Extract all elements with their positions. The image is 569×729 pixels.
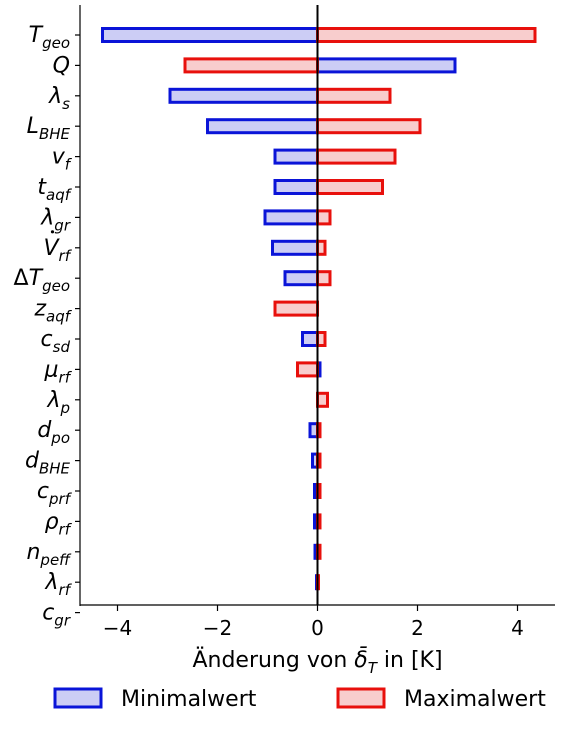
bar-maximalwert-9: [273, 300, 319, 317]
bar-minimalwert-7: [271, 239, 319, 256]
x-axis-title: Änderung von δ̄T in [K]: [192, 647, 442, 677]
category-label: Q: [53, 53, 70, 78]
bar-minimalwert-3: [206, 118, 319, 135]
category-label: npeff: [26, 540, 72, 569]
dot-accent: [50, 230, 55, 234]
bar-minimalwert-6: [263, 209, 319, 226]
category-label: dBHE: [25, 449, 71, 478]
category-label: λs: [48, 84, 70, 113]
bar-minimalwert-2: [168, 87, 319, 104]
bar-maximalwert-11: [296, 361, 319, 378]
bar-maximalwert-0: [316, 27, 537, 43]
category-label: csd: [41, 327, 71, 356]
bar-maximalwert-6: [316, 209, 332, 226]
category-label: taqf: [37, 175, 72, 204]
category-label: λp: [46, 388, 70, 417]
legend-swatch-minimalwert: [53, 687, 103, 709]
category-label: λrf: [45, 570, 73, 599]
bar-minimalwert-8: [283, 270, 319, 287]
bar-maximalwert-7: [316, 239, 327, 256]
category-label: dpo: [37, 418, 70, 447]
legend-label-maximalwert: Maximalwert: [404, 687, 546, 712]
category-label: λgr: [40, 205, 71, 234]
legend-label-minimalwert: Minimalwert: [121, 687, 257, 712]
x-tick-label: 2: [411, 616, 424, 640]
x-tick-label: 0: [311, 616, 324, 640]
x-tick-label: −4: [103, 616, 132, 640]
category-label: LBHE: [27, 114, 71, 143]
bar-maximalwert-10: [316, 331, 327, 347]
x-tick-label: 4: [511, 616, 524, 640]
category-label: Vrf: [43, 236, 72, 265]
category-label: cprf: [37, 479, 73, 508]
bar-maximalwert-3: [316, 118, 422, 135]
bar-maximalwert-8: [316, 270, 332, 287]
x-tick-label: −2: [203, 616, 232, 640]
category-label: Tgeo: [29, 23, 70, 52]
category-label: vf: [52, 145, 73, 174]
bar-minimalwert-10: [301, 331, 319, 347]
bar-maximalwert-2: [316, 87, 392, 104]
bar-maximalwert-4: [316, 148, 397, 165]
category-label: ΔTgeo: [14, 266, 70, 295]
bar-minimalwert-4: [273, 148, 319, 165]
category-label: zaqf: [33, 297, 72, 326]
category-label: μrf: [44, 357, 73, 386]
bar-maximalwert-5: [316, 179, 384, 195]
bar-minimalwert-0: [101, 27, 319, 43]
category-label: cgr: [42, 601, 71, 630]
bar-maximalwert-1: [183, 57, 319, 74]
bar-minimalwert-5: [273, 179, 319, 195]
bar-maximalwert-12: [316, 391, 329, 408]
category-label: ρrf: [45, 509, 73, 538]
bar-minimalwert-1: [316, 57, 457, 74]
legend-swatch-maximalwert: [336, 687, 386, 709]
